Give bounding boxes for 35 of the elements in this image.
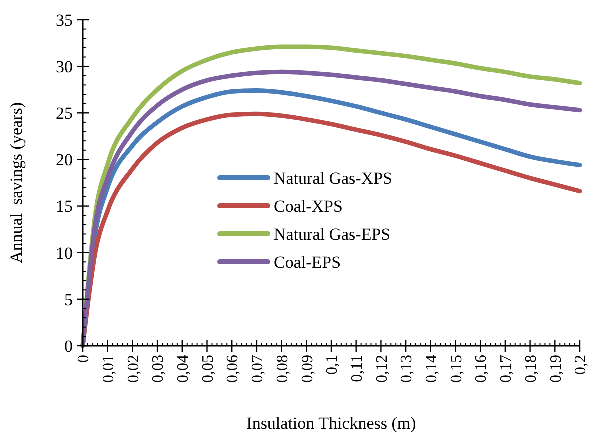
x-tick-label: 0,1 — [324, 355, 342, 375]
y-tick-label: 5 — [64, 290, 73, 310]
legend-label: Coal-EPS — [274, 252, 342, 272]
x-tick-label: 0,14 — [424, 355, 440, 383]
legend-label: Natural Gas-EPS — [274, 224, 391, 244]
x-tick-label: 0,05 — [200, 355, 217, 383]
legend-label: Coal-XPS — [274, 196, 343, 216]
x-tick-label: 0,09 — [299, 355, 316, 383]
x-tick-label: 0,11 — [348, 355, 366, 382]
x-axis-title: Insulation Thickness (m) — [246, 414, 416, 433]
x-tick-label: 0,13 — [398, 355, 416, 383]
x-tick-label: 0,19 — [548, 355, 565, 383]
legend-label: Natural Gas-XPS — [274, 168, 393, 188]
x-tick-label: 0,02 — [125, 355, 142, 383]
y-tick-label: 20 — [56, 150, 73, 170]
x-tick-label: 0,06 — [224, 355, 242, 383]
x-tick-label: 0,16 — [473, 355, 490, 383]
x-tick-label: 0,15 — [448, 355, 466, 383]
x-tick-label: 0,04 — [175, 355, 192, 383]
y-axis-title: Annual savings (years) — [7, 102, 26, 264]
y-tick-label: 35 — [56, 10, 73, 30]
y-tick-label: 25 — [56, 104, 73, 124]
x-tick-label: 0,17 — [498, 355, 516, 383]
x-tick-label: 0,12 — [374, 355, 391, 383]
x-tick-label: 0,08 — [274, 355, 292, 383]
x-tick-label: 0,2 — [572, 355, 590, 375]
y-tick-label: 15 — [56, 197, 73, 216]
x-tick-label: 0,07 — [250, 355, 267, 383]
y-tick-label: 10 — [56, 244, 73, 263]
y-tick-label: 30 — [56, 58, 73, 77]
x-tick-label: 0,18 — [522, 355, 540, 383]
x-tick-label: 0 — [76, 355, 93, 363]
y-tick-label: 0 — [64, 336, 73, 356]
x-tick-label: 0,01 — [100, 355, 118, 383]
x-tick-label: 0,03 — [150, 355, 168, 383]
